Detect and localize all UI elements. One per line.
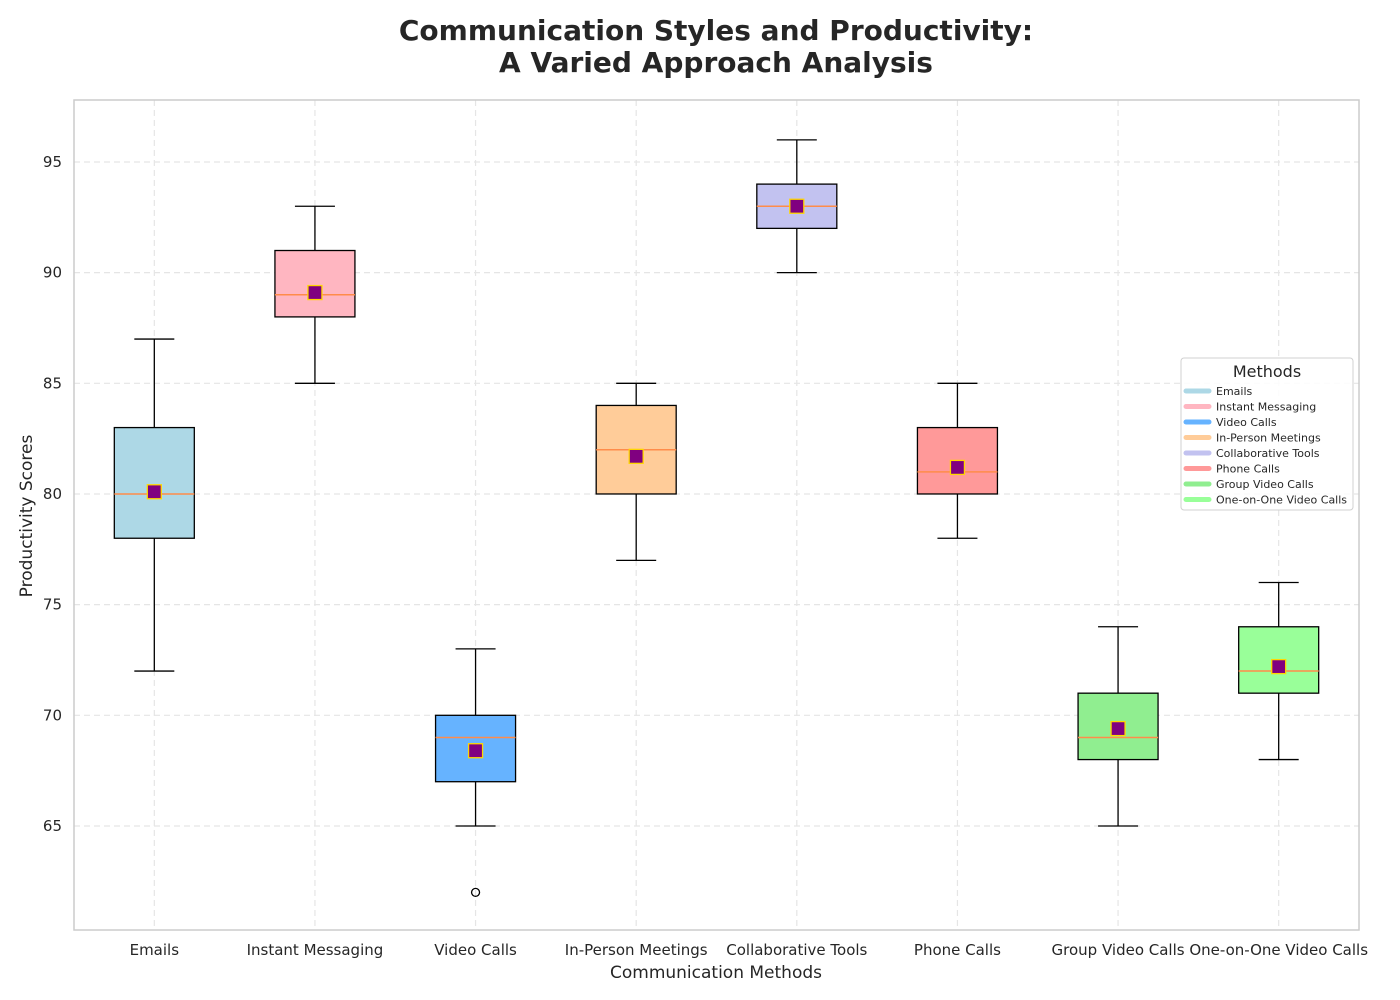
mean-marker [146, 484, 162, 500]
legend-box [1180, 357, 1354, 511]
mean-marker [1271, 658, 1287, 675]
y-tick-label: 80 [43, 485, 62, 503]
legend-items: Emails Instant Messaging Video Calls In-Per… [1183, 385, 1347, 507]
chart-title-line-2: A Varied Approach Analysis [499, 46, 933, 79]
mean-marker [789, 198, 805, 214]
y-tick-label: 65 [43, 817, 62, 835]
x-tick-label: Video Calls [434, 941, 517, 959]
legend-title: Methods [1233, 362, 1301, 381]
legend-label: One-on-One Video Calls [1216, 494, 1347, 507]
y-tick-label: 70 [43, 706, 62, 724]
box-4 [595, 382, 677, 562]
iqr-box [434, 714, 517, 783]
iqr-box [113, 426, 195, 539]
axis-ticks: 65 70 75 80 85 90 95 Emails Instant Messaging Vid… [43, 153, 1368, 959]
grid-lines [74, 100, 1359, 930]
mean-marker [628, 448, 644, 464]
x-tick-label: Collaborative Tools [726, 941, 867, 959]
box-5 [756, 139, 838, 274]
x-tick-label: Emails [130, 941, 180, 959]
box-2 [274, 205, 356, 384]
legend-label: Instant Messaging [1216, 401, 1316, 414]
chart-title-line-1: Communication Styles and Productivity: [399, 14, 1033, 47]
x-tick-label: In-Person Meetings [565, 941, 708, 959]
legend-label: Video Calls [1216, 416, 1277, 429]
y-axis-label: Productivity Scores [17, 435, 37, 598]
legend-label: Group Video Calls [1216, 478, 1314, 491]
box-8 [1238, 581, 1320, 761]
x-tick-label: One-on-One Video Calls [1189, 941, 1368, 959]
x-tick-label: Instant Messaging [247, 941, 384, 959]
legend-label: Collaborative Tools [1216, 447, 1320, 460]
plot-area-frame [73, 99, 1360, 931]
x-tick-label: Phone Calls [914, 941, 1001, 959]
box-1 [113, 338, 195, 672]
mean-marker [949, 459, 966, 476]
mean-marker [467, 743, 484, 759]
box-3 [434, 648, 517, 898]
mean-marker [307, 284, 323, 301]
y-tick-label: 90 [43, 264, 62, 282]
x-axis-label: Communication Methods [610, 963, 822, 983]
iqr-box [274, 249, 356, 318]
legend-label: Emails [1216, 385, 1253, 398]
box-6 [916, 382, 999, 539]
y-tick-label: 75 [43, 596, 62, 614]
y-tick-label: 85 [43, 374, 62, 392]
legend: Methods Emails Instant Messaging Video Cal… [1180, 357, 1354, 511]
y-tick-label: 95 [43, 153, 62, 171]
legend-label: In-Person Meetings [1216, 432, 1321, 445]
outlier-point [470, 887, 481, 898]
mean-marker [1110, 720, 1126, 737]
legend-label: Phone Calls [1216, 463, 1280, 476]
box-7 [1077, 626, 1159, 827]
x-tick-label: Group Video Calls [1052, 941, 1185, 959]
boxes-group [113, 139, 1320, 898]
